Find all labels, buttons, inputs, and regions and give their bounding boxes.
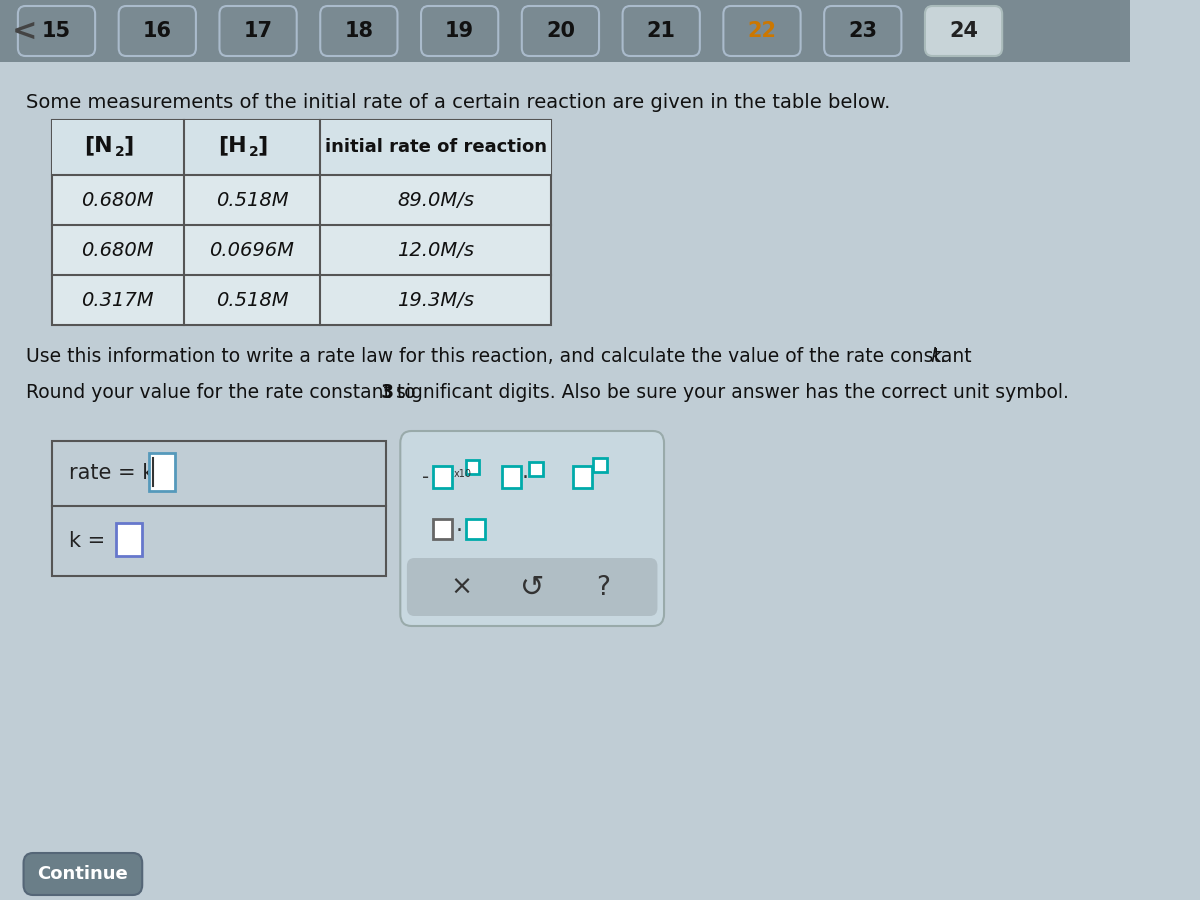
Bar	[433, 466, 452, 488]
Text: Round your value for the rate constant to: Round your value for the rate constant t…	[26, 383, 422, 402]
FancyBboxPatch shape	[119, 6, 196, 56]
Bar	[52, 441, 386, 576]
FancyBboxPatch shape	[220, 6, 296, 56]
Text: -: -	[422, 469, 430, 488]
Text: 0.317M: 0.317M	[82, 291, 154, 310]
Text: 2: 2	[250, 146, 259, 159]
Text: [H: [H	[218, 136, 247, 156]
Text: 19.3M/s: 19.3M/s	[397, 291, 474, 310]
FancyBboxPatch shape	[401, 431, 664, 626]
Text: Continue: Continue	[37, 865, 128, 883]
Text: 0.680M: 0.680M	[82, 240, 154, 259]
Text: 2: 2	[115, 146, 125, 159]
FancyBboxPatch shape	[623, 6, 700, 56]
Text: 0.680M: 0.680M	[82, 191, 154, 210]
Text: ·: ·	[521, 468, 528, 488]
FancyBboxPatch shape	[407, 558, 658, 616]
Bar	[467, 519, 485, 539]
Text: ×: ×	[450, 575, 473, 601]
Bar	[149, 454, 175, 491]
Bar	[433, 519, 452, 539]
Bar	[529, 462, 542, 476]
Text: significant digits. Also be sure your answer has the correct unit symbol.: significant digits. Also be sure your an…	[390, 383, 1069, 402]
Text: 89.0M/s: 89.0M/s	[397, 191, 474, 210]
FancyBboxPatch shape	[24, 853, 143, 895]
FancyBboxPatch shape	[824, 6, 901, 56]
Text: initial rate of reaction: initial rate of reaction	[325, 139, 547, 157]
Text: 23: 23	[848, 21, 877, 41]
FancyBboxPatch shape	[724, 6, 800, 56]
Text: 18: 18	[344, 21, 373, 41]
Bar	[116, 523, 143, 556]
Text: 0.518M: 0.518M	[216, 291, 288, 310]
Text: 22: 22	[748, 21, 776, 41]
Text: <: <	[11, 16, 37, 46]
Bar	[52, 120, 551, 325]
Text: 0.518M: 0.518M	[216, 191, 288, 210]
FancyBboxPatch shape	[925, 6, 1002, 56]
Text: 3: 3	[380, 383, 394, 402]
Text: 15: 15	[42, 21, 71, 41]
FancyBboxPatch shape	[320, 6, 397, 56]
Text: rate = k: rate = k	[68, 464, 154, 483]
Text: 16: 16	[143, 21, 172, 41]
Text: 20: 20	[546, 21, 575, 41]
Text: 17: 17	[244, 21, 272, 41]
Bar	[593, 458, 606, 472]
Bar	[572, 466, 592, 488]
Text: ↺: ↺	[520, 574, 545, 602]
Bar	[502, 466, 521, 488]
Text: ?: ?	[596, 575, 610, 601]
Text: 19: 19	[445, 21, 474, 41]
Text: k.: k.	[930, 347, 948, 366]
Bar	[52, 120, 551, 175]
Text: Use this information to write a rate law for this reaction, and calculate the va: Use this information to write a rate law…	[26, 347, 978, 366]
Text: 24: 24	[949, 21, 978, 41]
FancyBboxPatch shape	[18, 6, 95, 56]
Text: ·: ·	[455, 521, 462, 541]
Text: k =: k =	[68, 531, 112, 551]
Text: [N: [N	[84, 136, 113, 156]
Text: 12.0M/s: 12.0M/s	[397, 240, 474, 259]
Bar	[0, 0, 1130, 62]
Text: 0.0696M: 0.0696M	[210, 240, 294, 259]
Text: ]: ]	[124, 136, 133, 156]
Text: Some measurements of the initial rate of a certain reaction are given in the tab: Some measurements of the initial rate of…	[26, 94, 890, 112]
FancyBboxPatch shape	[522, 6, 599, 56]
Text: x10: x10	[454, 469, 472, 479]
Bar	[467, 460, 480, 474]
Text: ]: ]	[258, 136, 268, 156]
Text: 21: 21	[647, 21, 676, 41]
FancyBboxPatch shape	[421, 6, 498, 56]
